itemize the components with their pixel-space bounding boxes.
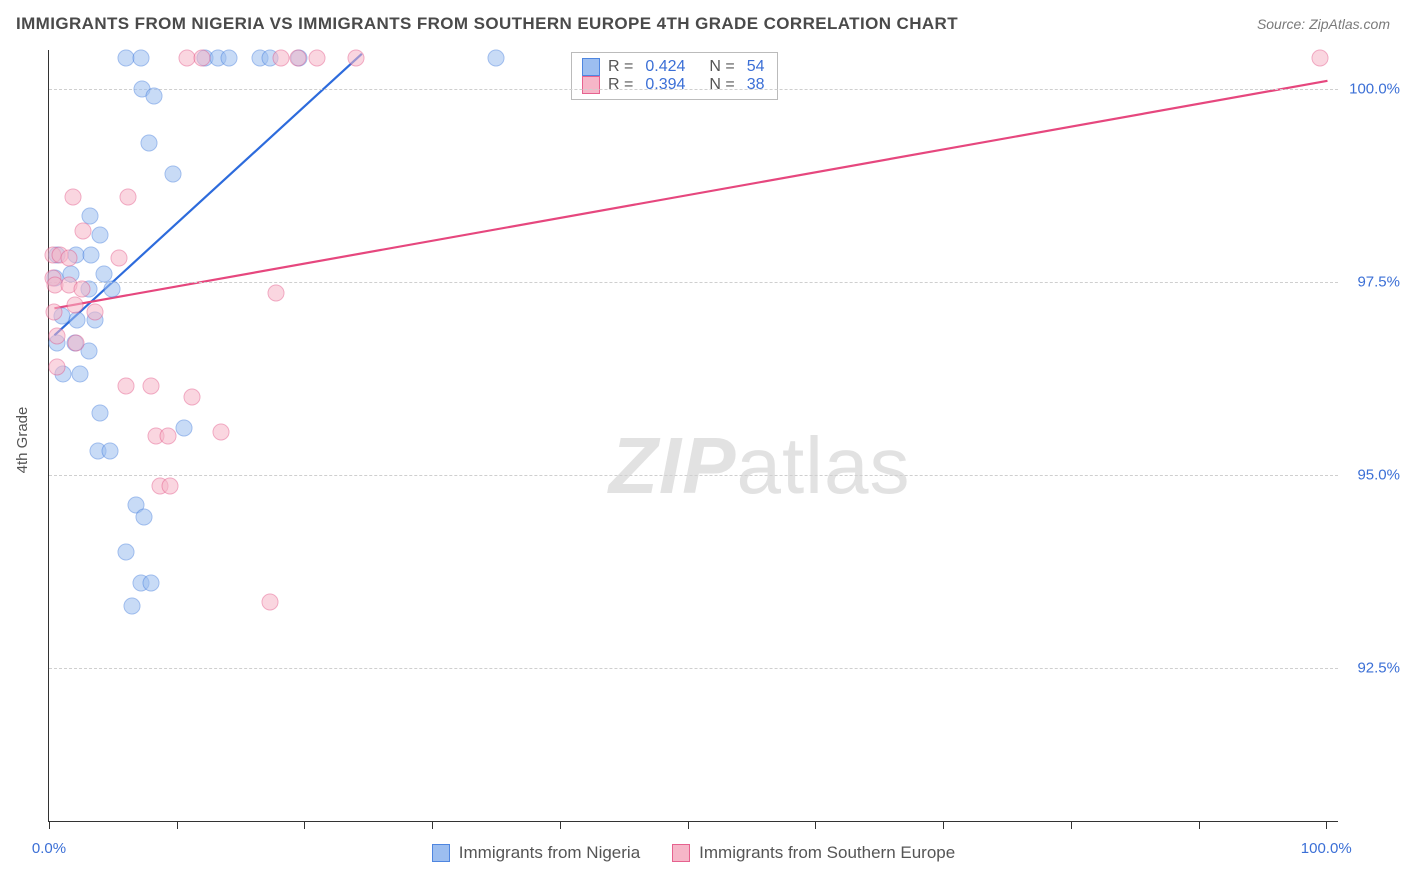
data-point bbox=[347, 49, 364, 66]
series-legend-item: Immigrants from Southern Europe bbox=[672, 843, 955, 863]
data-point bbox=[69, 312, 86, 329]
legend-n-value: 38 bbox=[747, 76, 765, 94]
x-tick bbox=[1326, 821, 1327, 829]
gridline bbox=[49, 89, 1338, 90]
legend-n-value: 54 bbox=[747, 58, 765, 76]
x-tick bbox=[177, 821, 178, 829]
legend-r-label: R = bbox=[608, 76, 633, 94]
data-point bbox=[290, 49, 307, 66]
data-point bbox=[184, 389, 201, 406]
source-label: Source: ZipAtlas.com bbox=[1257, 16, 1390, 32]
watermark-rest: atlas bbox=[736, 421, 910, 510]
data-point bbox=[120, 188, 137, 205]
legend-n-label: N = bbox=[709, 76, 734, 94]
data-point bbox=[103, 281, 120, 298]
trend-line bbox=[54, 54, 361, 335]
data-point bbox=[124, 597, 141, 614]
correlation-legend: R = 0.424 N = 54 R = 0.394 N = 38 bbox=[571, 52, 778, 100]
data-point bbox=[61, 250, 78, 267]
data-point bbox=[162, 478, 179, 495]
data-point bbox=[102, 443, 119, 460]
legend-r-label: R = bbox=[608, 58, 633, 76]
series-legend-label: Immigrants from Southern Europe bbox=[699, 843, 955, 863]
x-tick bbox=[943, 821, 944, 829]
data-point bbox=[66, 296, 83, 313]
x-tick bbox=[49, 821, 50, 829]
chart-plot-area: ZIPatlas R =0.424N =54R =0.394N =38 Immi… bbox=[48, 50, 1338, 822]
data-point bbox=[140, 134, 157, 151]
y-tick-label: 97.5% bbox=[1357, 273, 1400, 290]
data-point bbox=[268, 285, 285, 302]
data-point bbox=[143, 574, 160, 591]
data-point bbox=[74, 281, 91, 298]
data-point bbox=[176, 420, 193, 437]
data-point bbox=[194, 49, 211, 66]
data-point bbox=[67, 335, 84, 352]
data-point bbox=[65, 188, 82, 205]
chart-title: IMMIGRANTS FROM NIGERIA VS IMMIGRANTS FR… bbox=[16, 14, 958, 34]
x-tick bbox=[304, 821, 305, 829]
gridline bbox=[49, 475, 1338, 476]
x-tick bbox=[1199, 821, 1200, 829]
legend-row: R = 0.424 N = 54 bbox=[582, 58, 765, 76]
gridline bbox=[49, 282, 1338, 283]
legend-r-value: 0.424 bbox=[645, 58, 685, 76]
data-point bbox=[143, 377, 160, 394]
legend-swatch bbox=[582, 58, 600, 76]
data-point bbox=[261, 593, 278, 610]
data-point bbox=[488, 49, 505, 66]
legend-swatch bbox=[432, 844, 450, 862]
data-point bbox=[71, 366, 88, 383]
data-point bbox=[117, 543, 134, 560]
data-point bbox=[75, 223, 92, 240]
data-point bbox=[145, 88, 162, 105]
data-point bbox=[81, 207, 98, 224]
legend-swatch bbox=[582, 76, 600, 94]
data-point bbox=[86, 304, 103, 321]
y-tick-label: 95.0% bbox=[1357, 466, 1400, 483]
data-point bbox=[213, 424, 230, 441]
data-point bbox=[111, 250, 128, 267]
x-tick bbox=[688, 821, 689, 829]
trend-line bbox=[54, 81, 1327, 308]
data-point bbox=[83, 246, 100, 263]
data-point bbox=[92, 404, 109, 421]
y-axis-label: 4th Grade bbox=[14, 407, 31, 474]
data-point bbox=[95, 265, 112, 282]
legend-swatch bbox=[672, 844, 690, 862]
series-legend-item: Immigrants from Nigeria bbox=[432, 843, 640, 863]
trend-lines bbox=[49, 50, 1338, 821]
data-point bbox=[92, 227, 109, 244]
data-point bbox=[48, 358, 65, 375]
y-tick-label: 92.5% bbox=[1357, 659, 1400, 676]
watermark: ZIPatlas bbox=[609, 420, 910, 512]
x-tick-label: 0.0% bbox=[32, 840, 66, 857]
x-tick bbox=[1071, 821, 1072, 829]
data-point bbox=[132, 49, 149, 66]
data-point bbox=[1311, 49, 1328, 66]
watermark-bold: ZIP bbox=[609, 421, 736, 510]
x-tick bbox=[815, 821, 816, 829]
series-legend-label: Immigrants from Nigeria bbox=[459, 843, 640, 863]
y-tick-label: 100.0% bbox=[1349, 80, 1400, 97]
data-point bbox=[48, 327, 65, 344]
x-tick-label: 100.0% bbox=[1301, 840, 1352, 857]
data-point bbox=[273, 49, 290, 66]
series-legend: Immigrants from Nigeria Immigrants from S… bbox=[49, 843, 1338, 863]
x-tick bbox=[560, 821, 561, 829]
data-point bbox=[117, 377, 134, 394]
data-point bbox=[309, 49, 326, 66]
gridline bbox=[49, 668, 1338, 669]
data-point bbox=[159, 428, 176, 445]
data-point bbox=[135, 509, 152, 526]
data-point bbox=[164, 165, 181, 182]
data-point bbox=[46, 304, 63, 321]
legend-row: R = 0.394 N = 38 bbox=[582, 76, 765, 94]
legend-n-label: N = bbox=[709, 58, 734, 76]
legend-r-value: 0.394 bbox=[645, 76, 685, 94]
x-tick bbox=[432, 821, 433, 829]
data-point bbox=[221, 49, 238, 66]
